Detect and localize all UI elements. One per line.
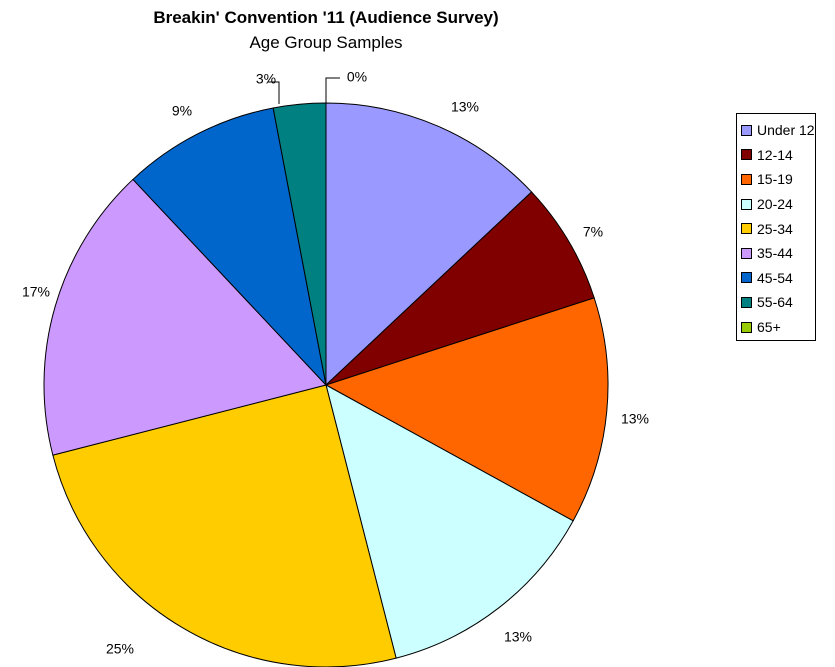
slice-label: 3%: [256, 71, 276, 87]
legend-label: 65+: [757, 319, 781, 336]
legend-swatch: [741, 223, 752, 235]
legend-swatch: [741, 173, 752, 185]
pie-slice-45-54: [132, 107, 327, 387]
pie-slice-under-12: [325, 102, 533, 387]
leader-line: [268, 81, 280, 104]
legend-label: Under 12: [757, 122, 815, 139]
legend-swatch: [741, 247, 752, 259]
slice-label: 13%: [451, 99, 479, 115]
slice-label: 7%: [583, 224, 603, 240]
pie-slice-12-14: [325, 191, 595, 386]
legend-item: 12-14: [741, 143, 815, 168]
slice-label: 9%: [172, 103, 192, 119]
legend-label: 55-64: [757, 294, 793, 311]
legend-label: 20-24: [757, 196, 793, 213]
legend-swatch: [741, 272, 752, 284]
legend-swatch: [741, 296, 752, 308]
legend-item: 65+: [741, 315, 815, 340]
pie-slice-20-24: [325, 384, 574, 659]
slice-label: 17%: [22, 284, 50, 300]
legend-item: 25-34: [741, 216, 815, 241]
pie-slice-35-44: [43, 178, 327, 456]
legend-label: 25-34: [757, 220, 793, 237]
legend-swatch: [741, 149, 752, 161]
legend-swatch: [741, 321, 752, 333]
slice-label: 0%: [347, 69, 367, 85]
legend-item: 45-54: [741, 266, 815, 291]
legend-item: 15-19: [741, 167, 815, 192]
slice-label: 13%: [504, 629, 532, 645]
legend: Under 12 12-14 15-19 20-24 25-34 35-44 45-54 55…: [736, 113, 816, 341]
legend-label: 12-14: [757, 146, 793, 163]
legend-label: 35-44: [757, 245, 793, 262]
legend-item: Under 12: [741, 118, 815, 143]
slice-label: 25%: [106, 641, 134, 657]
chart-title: Breakin' Convention '11 (Audience Survey…: [153, 8, 499, 27]
slice-label: 13%: [621, 411, 649, 427]
pie-slice-15-19: [324, 297, 609, 522]
legend-item: 35-44: [741, 241, 815, 266]
chart-subtitle: Age Group Samples: [249, 33, 403, 52]
legend-label: 15-19: [757, 171, 793, 188]
legend-item: 55-64: [741, 290, 815, 315]
leader-line: [325, 77, 340, 104]
legend-swatch: [741, 198, 752, 210]
legend-swatch: [741, 124, 752, 136]
legend-label: 45-54: [757, 269, 793, 286]
legend-item: 20-24: [741, 192, 815, 217]
